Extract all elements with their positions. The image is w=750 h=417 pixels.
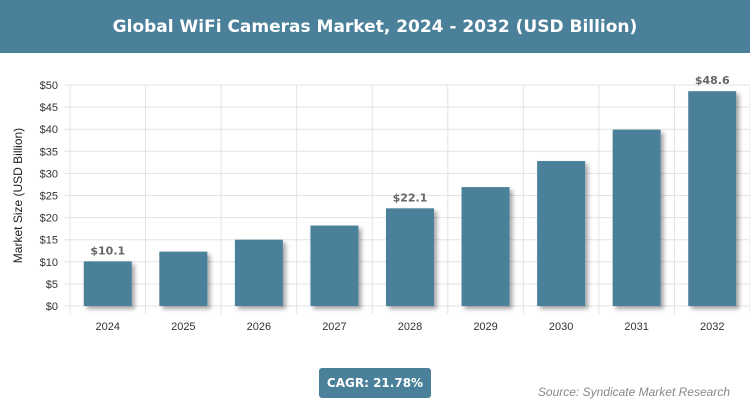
chart-title: Global WiFi Cameras Market, 2024 - 2032 … [112,16,638,37]
bar-2031 [612,129,661,306]
data-label: $22.1 [393,191,428,204]
y-tick-label: $15 [40,235,58,247]
bar-2027 [310,225,359,306]
y-tick-label: $20 [40,213,58,225]
x-tick-label: 2030 [549,321,573,333]
x-tick-label: 2029 [473,321,497,333]
bar-2029 [461,187,510,306]
bar-2030 [537,161,586,306]
y-tick-label: $0 [46,301,58,313]
y-tick-label: $50 [40,80,58,92]
data-label: $48.6 [695,74,730,87]
chart-title-banner: Global WiFi Cameras Market, 2024 - 2032 … [0,0,750,53]
x-tick-label: 2024 [96,321,120,333]
y-axis-label: Market Size (USD Billion) [11,128,25,263]
bar-2024 [83,261,132,306]
bar-2025 [159,251,208,306]
bar-chart: $0 $5 $10 $15 $20 $25 $30 $35 $40 $45 $50 2024 $10.1… [11,74,750,333]
x-tick-label: 2027 [322,321,346,333]
bar-2026 [234,239,283,306]
y-tick-label: $45 [40,102,58,114]
y-tick-label: $35 [40,146,58,158]
bar-2032 [688,91,737,306]
x-tick-label: 2025 [171,321,195,333]
cagr-badge: CAGR: 21.78% [319,368,431,398]
x-tick-label: 2032 [700,321,724,333]
x-tick-label: 2031 [624,321,648,333]
x-tick-label: 2028 [398,321,422,333]
y-tick-label: $10 [40,257,58,269]
x-tick-label: 2026 [247,321,271,333]
y-tick-label: $40 [40,124,58,136]
bar-2028 [386,208,434,306]
source-note: Source: Syndicate Market Research [537,385,730,399]
y-tick-label: $25 [40,191,58,203]
y-tick-label: $5 [46,279,58,291]
y-tick-label: $30 [40,168,58,180]
data-label: $10.1 [90,244,125,257]
